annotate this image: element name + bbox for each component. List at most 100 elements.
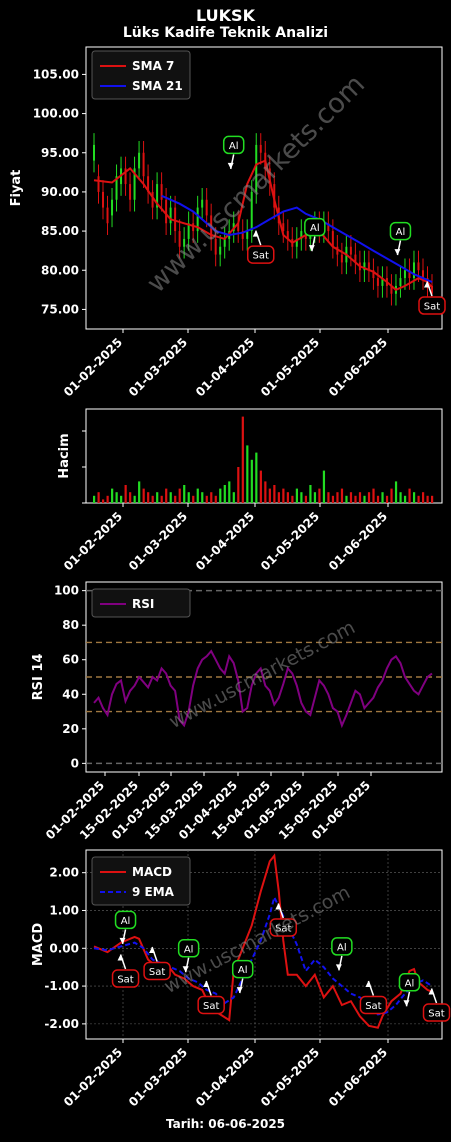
macd-signal-arrowhead [428, 988, 435, 995]
volume-xaxis-tick-label: 01-03-2025 [126, 509, 190, 573]
macd-yaxis-tick-label: 1.00 [49, 903, 79, 917]
volume-bar [403, 495, 407, 503]
price-candle [367, 262, 370, 271]
macd-signal-box [231, 959, 254, 979]
volume-bar [318, 488, 321, 503]
volume-bar [214, 495, 217, 503]
volume-bar [354, 495, 357, 503]
price-candle [102, 191, 105, 208]
macd-signal-label: Sat [149, 967, 165, 978]
price-candle [178, 231, 181, 247]
volume-bar [304, 495, 308, 503]
price-candle [300, 231, 303, 239]
volume-plot-area [85, 408, 443, 504]
volume-bar [133, 495, 136, 503]
price-candle [295, 238, 298, 247]
volume-bar [115, 492, 118, 503]
price-candle [399, 278, 402, 286]
price-candle [138, 152, 141, 169]
volume-bar [246, 445, 249, 503]
volume-bar [178, 488, 181, 503]
macd-signal-label: Al [184, 944, 194, 955]
price-candle [412, 262, 415, 279]
rsi-yaxis-tick-label: 20 [62, 722, 79, 736]
volume-bar [286, 492, 289, 503]
page-subtitle: Lüks Kadife Teknik Analizi [122, 25, 329, 41]
price-legend-label: SMA 21 [132, 79, 183, 93]
macd-signal-box [269, 918, 298, 937]
macd-yaxis-tick-label: 2.00 [49, 866, 79, 880]
volume-bar [259, 470, 262, 503]
price-signal-arrowhead [308, 245, 315, 252]
sma7-line [93, 159, 433, 291]
price-candle [124, 168, 127, 185]
volume-bar [381, 492, 384, 503]
price-candle [106, 207, 109, 224]
price-candle [169, 207, 172, 224]
volume-bar [120, 495, 123, 503]
volume-bar [295, 488, 298, 503]
macd-signal-label: Sat [275, 923, 291, 934]
volume-bar [250, 459, 253, 503]
macd-signal-box [331, 937, 353, 956]
price-yaxis-tick-label: 95.00 [41, 146, 79, 160]
price-xaxis-tick-label: 01-04-2025 [193, 335, 257, 399]
volume-bar [124, 485, 127, 503]
price-candle [142, 152, 145, 177]
price-yaxis-tick-label: 75.00 [41, 302, 79, 316]
price-candle [259, 144, 262, 153]
price-candle [192, 223, 195, 232]
price-signal-arrowhead [394, 249, 401, 256]
volume-bar [322, 470, 326, 503]
price-candle [331, 231, 334, 247]
macd-signal-label: Sat [203, 1001, 219, 1012]
rsi-yaxis-tick-label: 40 [62, 687, 79, 701]
volume-bar [345, 495, 348, 503]
price-yaxis-tick-label: 105.00 [33, 67, 79, 81]
volume-bar [142, 488, 145, 503]
rsi-yaxis-tick-label: 100 [54, 584, 79, 598]
price-signal-box [304, 217, 326, 237]
volume-bar [426, 495, 429, 503]
volume-bar [309, 485, 312, 503]
macd-signal-arrowhead [182, 966, 189, 973]
price-candle [403, 270, 406, 279]
price-yaxis-tick-label: 85.00 [41, 224, 79, 238]
volume-bar [313, 492, 317, 503]
price-xaxis-tick-label: 01-02-2025 [61, 335, 125, 399]
volume-bar [223, 485, 226, 503]
price-signal-box [246, 245, 275, 264]
volume-bar [151, 495, 154, 503]
price-yaxis-tick-label: 100.00 [33, 107, 79, 121]
volume-bar [277, 492, 280, 503]
macd-xaxis-tick-label: 01-02-2025 [61, 1045, 125, 1109]
volume-bar [394, 481, 398, 503]
price-candle [156, 184, 159, 208]
volume-bar [237, 467, 240, 503]
volume-bar [201, 492, 204, 503]
date-label: Tarih: 06-06-2025 [165, 1117, 286, 1131]
price-candle [354, 254, 357, 263]
price-candle [286, 231, 289, 239]
macd-signal-arrowhead [203, 980, 210, 987]
macd-signal-label: Al [238, 965, 248, 976]
volume-xaxis-tick-label: 01-04-2025 [193, 509, 257, 573]
price-candle [246, 231, 249, 239]
price-candle [133, 168, 136, 200]
rsi-yaxis-tick-label: 80 [62, 618, 79, 632]
price-candle [390, 285, 393, 294]
macd-signal-box [143, 961, 171, 981]
macd-signal-arrowhead [365, 980, 372, 987]
volume-bar [421, 492, 425, 503]
volume-bar [147, 492, 150, 503]
macd-signal-label: Al [337, 942, 347, 953]
volume-bar [412, 492, 416, 503]
volume-bar [340, 488, 344, 503]
price-signal-box [418, 296, 446, 315]
price-candle [363, 262, 366, 271]
price-signal-label: Sat [253, 251, 269, 262]
volume-bar [165, 488, 168, 503]
price-candle [417, 262, 420, 271]
volume-bar [291, 495, 294, 503]
